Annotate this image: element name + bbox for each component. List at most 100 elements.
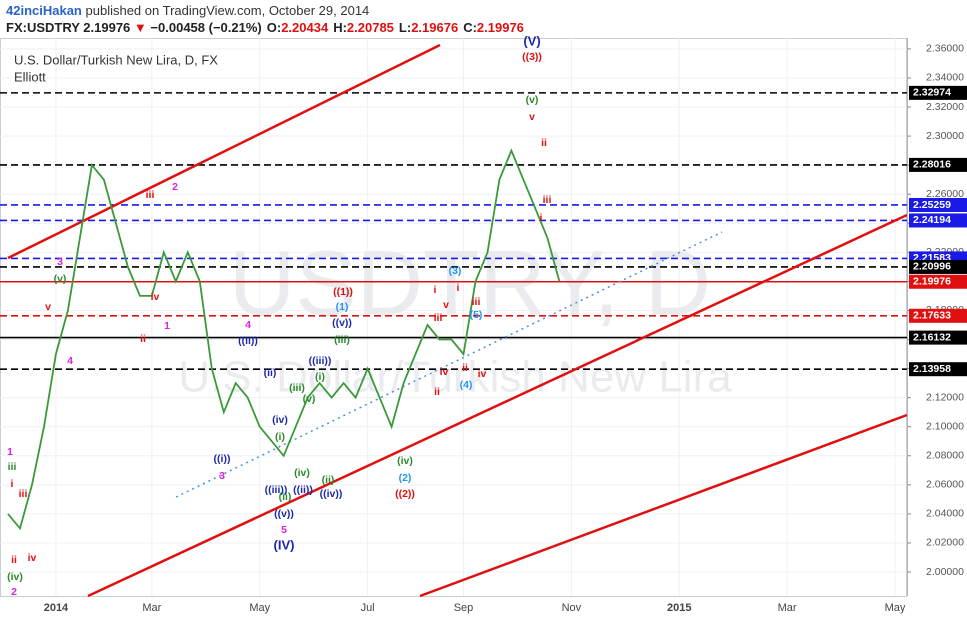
wave-label: ((iii)) xyxy=(309,355,332,367)
wave-label: ((iii)) xyxy=(265,484,288,496)
wave-label: iii xyxy=(8,461,17,473)
wave-label: (4) xyxy=(460,379,473,391)
y-tick-label: 2.34000 xyxy=(926,72,964,84)
wave-label: ii xyxy=(140,333,146,345)
y-tick-label: 2.02000 xyxy=(926,537,964,549)
y-tick-label: 2.00000 xyxy=(926,566,964,578)
wave-label: ((i)) xyxy=(214,453,231,465)
level-label: 2.13958 xyxy=(913,363,951,375)
wave-label: v xyxy=(529,111,535,123)
y-tick-label: 2.06000 xyxy=(926,479,964,491)
wave-label: ((v)) xyxy=(332,317,352,329)
level-badge xyxy=(909,308,967,323)
ohlc-value: 2.19676 xyxy=(411,20,459,35)
wave-label: v xyxy=(45,301,51,313)
header: 42inciHakan published on TradingView.com… xyxy=(0,0,967,38)
ohlc-value: 2.19976 xyxy=(476,20,524,35)
wave-label: (i) xyxy=(315,371,325,383)
wave-label: 2 xyxy=(11,586,17,598)
x-tick-label: 2014 xyxy=(44,602,69,614)
ohlc-label: H: xyxy=(333,20,347,35)
wave-label: (iii) xyxy=(334,334,350,346)
x-tick-label: 2015 xyxy=(667,602,691,614)
wave-label: v xyxy=(443,299,449,311)
wave-label: (1) xyxy=(336,301,349,313)
wave-label: ii xyxy=(434,386,440,398)
level-badge xyxy=(909,330,967,345)
wave-label: (iii) xyxy=(289,382,305,394)
wave-label: 5 xyxy=(281,524,287,536)
wave-label: (ii) xyxy=(264,367,277,379)
channel-line xyxy=(87,213,908,598)
wave-label: iii xyxy=(543,194,552,206)
wave-label: ii xyxy=(11,554,17,566)
level-badge xyxy=(909,274,967,289)
author[interactable]: 42inciHakan xyxy=(6,3,82,18)
level-badge xyxy=(909,157,967,172)
wave-label: 3 xyxy=(219,470,225,482)
wave-label: ((ii)) xyxy=(293,484,313,496)
price-line xyxy=(7,148,561,531)
wave-label: 3 xyxy=(57,256,63,268)
wave-label: ii xyxy=(541,137,547,149)
wave-label: ((ii)) xyxy=(238,335,258,347)
wave-label: ((v)) xyxy=(274,508,294,520)
wave-label: (5) xyxy=(470,309,483,321)
wave-label: i xyxy=(457,282,460,294)
wave-label: i xyxy=(434,284,437,296)
wave-label: iii xyxy=(472,296,481,308)
y-tick-label: 2.26000 xyxy=(926,188,964,200)
symbol: FX:USDTRY xyxy=(6,20,80,35)
wave-label: iv xyxy=(28,552,37,564)
ohlc-value: 2.20434 xyxy=(281,20,329,35)
level-label: 2.17633 xyxy=(913,310,951,322)
y-tick-label: 2.08000 xyxy=(926,450,964,462)
level-badge xyxy=(909,362,967,377)
level-label: 2.32974 xyxy=(913,87,951,99)
y-tick-label: 2.12000 xyxy=(926,391,964,403)
level-label: 2.19976 xyxy=(913,276,951,288)
channel-line xyxy=(7,43,441,260)
y-tick-label: 2.04000 xyxy=(926,508,964,520)
wave-label: (iv) xyxy=(7,571,23,583)
y-tick-label: 2.30000 xyxy=(926,130,964,142)
wave-label: ((1)) xyxy=(333,286,353,298)
chart-title: U.S. Dollar/Turkish New Lira, D, FX xyxy=(14,52,218,67)
ohlc-label: C: xyxy=(463,20,477,35)
wave-label: 1 xyxy=(7,446,13,458)
arrow: ▼ xyxy=(133,20,147,35)
wave-label: iii xyxy=(19,488,28,500)
level-label: 2.16132 xyxy=(913,331,951,343)
publish-line: 42inciHakan published on TradingView.com… xyxy=(6,3,369,18)
level-label: 2.28016 xyxy=(913,159,951,171)
wave-label: (v) xyxy=(526,94,539,106)
x-tick-label: Nov xyxy=(562,602,582,614)
x-tick-label: Mar xyxy=(142,602,161,614)
y-tick-label: 2.32000 xyxy=(926,101,964,113)
level-label: 2.25259 xyxy=(913,199,951,211)
wave-label: iii xyxy=(146,189,155,201)
wave-label: (iv) xyxy=(397,455,413,467)
x-tick-label: May xyxy=(249,602,270,614)
wave-label: ((2)) xyxy=(395,488,415,500)
wave-label: (v) xyxy=(303,393,316,405)
ohlc-value: 2.20785 xyxy=(346,20,394,35)
ohlc-label: L: xyxy=(398,20,412,35)
wave-label: iv xyxy=(440,366,449,378)
watermark-sub: U.S. Dollar/Turkish New Lira xyxy=(178,353,732,402)
wave-label: ii xyxy=(462,362,468,374)
change: −0.00458 (−0.21%) xyxy=(150,20,262,35)
wave-label: (3) xyxy=(449,265,462,277)
wave-label: 2 xyxy=(172,181,178,193)
trend-line xyxy=(175,231,723,498)
last-price: 2.19976 xyxy=(83,20,131,35)
ohlc-label: O: xyxy=(266,20,282,35)
wave-label: (v) xyxy=(54,273,67,285)
wave-label: ((3)) xyxy=(522,51,542,63)
y-tick-label: 2.36000 xyxy=(926,43,964,55)
wave-label: (IV) xyxy=(274,537,295,552)
level-badge xyxy=(909,197,967,212)
x-tick-label: Sep xyxy=(454,602,474,614)
level-badge xyxy=(909,213,967,228)
